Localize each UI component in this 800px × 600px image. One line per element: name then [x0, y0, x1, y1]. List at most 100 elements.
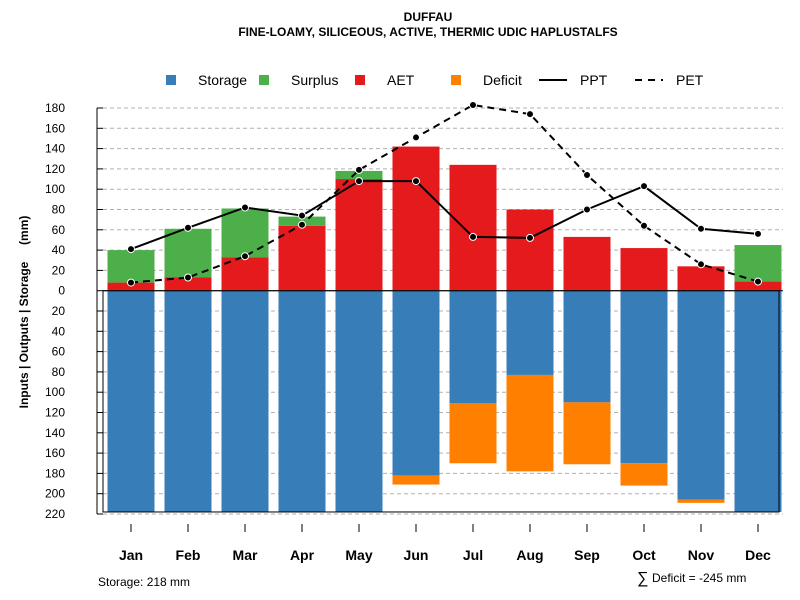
- series-lines: [127, 100, 762, 287]
- surplus-bar: [107, 250, 155, 283]
- deficit-bar: [506, 374, 554, 472]
- chart-title: DUFFAU: [404, 10, 453, 24]
- ppt-line: [130, 180, 759, 251]
- pet-point: [412, 133, 420, 142]
- ppt-point: [241, 203, 249, 212]
- deficit-note: Deficit = -245 mm: [652, 571, 746, 585]
- aet-bar: [449, 164, 497, 291]
- aet-bar: [563, 236, 611, 291]
- ppt-point: [526, 233, 534, 242]
- pet-point: [640, 221, 648, 230]
- legend-swatch: [259, 75, 269, 85]
- storage-bar: [449, 290, 497, 404]
- ppt-point: [583, 205, 591, 214]
- y-tick-label: 40: [52, 243, 66, 257]
- pet-line: [130, 103, 759, 284]
- y-tick-label: 120: [45, 162, 65, 176]
- ppt-point: [184, 223, 192, 232]
- deficit-bar: [449, 403, 497, 464]
- x-tick-label: Jun: [404, 547, 429, 563]
- axes: 1801601401201008060402002040608010012014…: [45, 101, 771, 563]
- deficit-bar: [620, 463, 668, 486]
- aet-bar: [506, 209, 554, 291]
- chart-subtitle: FINE-LOAMY, SILICEOUS, ACTIVE, THERMIC U…: [238, 25, 617, 39]
- x-tick-label: Jan: [119, 547, 143, 563]
- y-tick-label: 160: [45, 121, 65, 135]
- storage-bar: [563, 290, 611, 403]
- storage-bar: [164, 290, 212, 512]
- x-tick-label: Apr: [290, 547, 315, 563]
- y-tick-label: 80: [52, 365, 66, 379]
- y-tick-label: 80: [52, 203, 66, 217]
- x-tick-label: Dec: [745, 547, 771, 563]
- ppt-point: [640, 182, 648, 191]
- x-tick-label: Oct: [632, 547, 656, 563]
- aet-bar: [392, 146, 440, 291]
- pet-point: [754, 277, 762, 286]
- surplus-bar: [221, 208, 269, 258]
- ppt-point: [412, 177, 420, 186]
- y-tick-label: 100: [45, 182, 65, 196]
- legend-label: PET: [676, 72, 704, 88]
- legend: Storage Surplus AET Deficit PPT PET: [166, 72, 704, 88]
- legend-swatch: [166, 75, 176, 85]
- y-tick-label: 160: [45, 446, 65, 460]
- legend-label: Surplus: [291, 72, 338, 88]
- storage-bar: [392, 290, 440, 476]
- pet-point: [127, 278, 135, 287]
- x-tick-label: Sep: [574, 547, 600, 563]
- deficit-bar: [392, 475, 440, 485]
- legend-label: PPT: [580, 72, 608, 88]
- deficit-bar: [563, 402, 611, 465]
- ppt-point: [127, 245, 135, 254]
- y-tick-label: 20: [52, 304, 66, 318]
- aet-bar: [734, 281, 782, 291]
- x-tick-label: May: [345, 547, 372, 563]
- x-tick-label: Aug: [516, 547, 543, 563]
- y-tick-label: 200: [45, 487, 65, 501]
- storage-note: Storage: 218 mm: [98, 575, 190, 589]
- y-tick-label: 180: [45, 466, 65, 480]
- surplus-bar: [164, 228, 212, 278]
- x-tick-label: Jul: [463, 547, 483, 563]
- aet-bar: [278, 225, 326, 291]
- y-tick-label: 60: [52, 345, 66, 359]
- surplus-bar: [335, 170, 383, 180]
- y-tick-label: 140: [45, 426, 65, 440]
- ppt-point: [298, 211, 306, 220]
- pet-point: [469, 100, 477, 109]
- pet-point: [526, 110, 534, 119]
- legend-swatch: [451, 75, 461, 85]
- y-tick-label: 180: [45, 101, 65, 115]
- y-tick-label: 220: [45, 507, 65, 521]
- x-tick-label: Feb: [176, 547, 201, 563]
- storage-bar: [677, 290, 725, 500]
- pet-point: [583, 170, 591, 179]
- ppt-point: [355, 177, 363, 186]
- aet-bar: [164, 277, 212, 291]
- aet-bar: [677, 266, 725, 291]
- bars: [107, 146, 782, 512]
- aet-bar: [107, 282, 155, 291]
- pet-point: [697, 260, 705, 269]
- y-tick-label: 40: [52, 324, 66, 338]
- storage-capacity-outline: [102, 290, 780, 513]
- pet-point: [184, 273, 192, 282]
- grid-lines: [103, 107, 783, 515]
- x-tick-label: Nov: [688, 547, 715, 563]
- y-tick-label: 120: [45, 406, 65, 420]
- y-axis-label: Inputs | Outputs | Storage (mm): [17, 216, 31, 409]
- y-tick-label: 0: [58, 284, 65, 298]
- y-tick-label: 20: [52, 263, 66, 277]
- deficit-bar: [677, 499, 725, 503]
- pet-point: [355, 165, 363, 174]
- pet-point: [298, 220, 306, 229]
- storage-bar: [506, 290, 554, 375]
- storage-bar: [278, 290, 326, 512]
- x-tick-label: Mar: [233, 547, 258, 563]
- y-tick-label: 140: [45, 142, 65, 156]
- ppt-point: [697, 224, 705, 233]
- surplus-bar: [734, 245, 782, 282]
- zero-line: [102, 290, 783, 513]
- legend-swatch: [355, 75, 365, 85]
